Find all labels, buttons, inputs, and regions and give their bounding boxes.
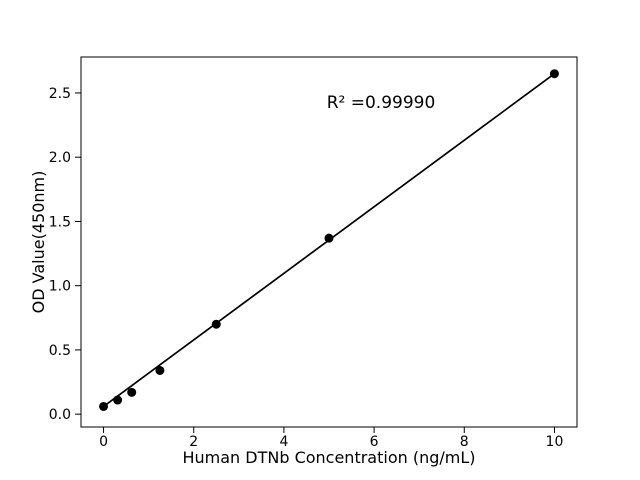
y-tick-label: 2.0 (49, 150, 71, 166)
y-tick-label: 1.5 (49, 214, 71, 230)
x-tick-label: 4 (279, 434, 288, 450)
y-tick-label: 1.0 (49, 279, 71, 295)
data-point (113, 395, 123, 405)
data-point (549, 69, 559, 79)
y-tick-label: 2.5 (49, 86, 71, 102)
data-point (99, 401, 109, 411)
x-tick-label: 10 (546, 434, 564, 450)
data-point (324, 233, 334, 243)
x-tick-label: 8 (460, 434, 469, 450)
r-squared-annotation: R² =0.99990 (327, 93, 436, 113)
x-axis-label: Human DTNb Concentration (ng/mL) (182, 448, 475, 467)
plot-area: 0 2 4 6 8 10 0.0 0.5 1.0 1.5 2.0 2.5 (49, 56, 578, 450)
data-point (127, 387, 137, 397)
data-point (155, 365, 165, 375)
y-axis-label: OD Value(450nm) (29, 171, 48, 314)
y-tick-label: 0.5 (49, 343, 71, 359)
y-tick-label: 0.0 (49, 407, 71, 423)
axes-spines (80, 56, 578, 428)
x-tick-label: 0 (99, 434, 108, 450)
data-point (211, 319, 221, 329)
x-tick-label: 2 (189, 434, 198, 450)
x-tick-label: 6 (370, 434, 379, 450)
